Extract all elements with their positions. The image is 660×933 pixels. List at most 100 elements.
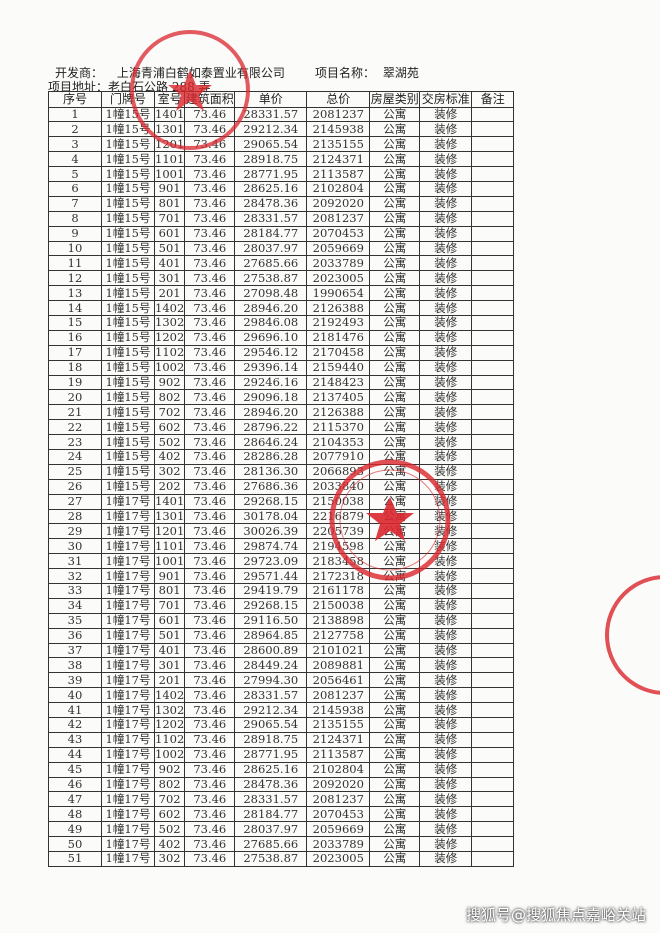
table-row: 15 1幢15号 1302 73.46 29846.08 2192493 公寓 装修 — [48, 314, 515, 331]
table-cell: 公寓 — [369, 166, 421, 182]
table-cell: 公寓 — [369, 553, 421, 570]
table-cell: 1幢17号 — [101, 717, 155, 733]
table-cell: 28037.97 — [234, 240, 308, 257]
table-cell: 公寓 — [369, 404, 421, 421]
table-cell: 1002 — [153, 746, 186, 763]
table-cell: 1幢17号 — [101, 791, 155, 808]
table-cell: 1幢15号 — [101, 359, 155, 376]
table-cell — [471, 106, 515, 123]
table-cell — [471, 761, 515, 778]
table-cell — [471, 374, 515, 391]
table-cell: 1幢15号 — [101, 314, 155, 331]
table-cell: 28946.20 — [234, 404, 308, 421]
table-row: 41 1幢17号 1302 73.46 29212.34 2145938 公寓 装修 — [48, 702, 515, 719]
table-cell: 装修 — [419, 195, 473, 212]
table-cell: 1401 — [153, 493, 186, 510]
table-cell: 13 — [48, 285, 102, 302]
table-cell: 装修 — [419, 300, 473, 316]
table-body: 1 1幢15号 1401 73.46 28331.57 2081237 公寓 装修 2 1幢15号… — [48, 106, 515, 867]
table-cell: 2101021 — [306, 642, 371, 659]
table-cell: 装修 — [419, 463, 473, 480]
table-cell: 801 — [153, 195, 186, 212]
table-cell: 2127758 — [306, 627, 371, 644]
table-cell — [471, 314, 515, 331]
table-cell: 28037.97 — [234, 821, 308, 838]
table-cell: 公寓 — [369, 389, 421, 406]
table-cell: 32 — [48, 568, 102, 584]
table-cell: 28918.75 — [234, 731, 308, 748]
table-cell — [471, 240, 515, 257]
table-cell — [471, 672, 515, 689]
table-cell: 装修 — [419, 106, 473, 123]
table-cell: 2170458 — [306, 344, 371, 361]
table-row: 39 1幢17号 201 73.46 27994.30 2056461 公寓 装修 — [48, 672, 515, 689]
table-cell: 2113587 — [306, 746, 371, 763]
table-cell: 2113587 — [306, 166, 371, 182]
table-cell: 28184.77 — [234, 225, 308, 242]
table-cell: 73.46 — [184, 821, 236, 838]
table-cell — [471, 523, 515, 540]
table-cell: 2081237 — [306, 791, 371, 808]
table-row: 22 1幢15号 602 73.46 28796.22 2115370 公寓 装修 — [48, 419, 515, 436]
table-cell: 1101 — [153, 538, 186, 555]
table-cell: 1幢15号 — [101, 270, 155, 287]
table-cell: 73.46 — [184, 434, 236, 450]
table-cell: 1101 — [153, 151, 186, 168]
table-cell: 31 — [48, 553, 102, 570]
table-cell: 29096.18 — [234, 389, 308, 406]
table-cell: 17 — [48, 344, 102, 361]
table-cell: 73.46 — [184, 121, 236, 138]
table-cell: 2124371 — [306, 731, 371, 748]
table-cell: 公寓 — [369, 508, 421, 525]
table-cell: 装修 — [419, 657, 473, 674]
table-cell: 2070453 — [306, 225, 371, 242]
table-cell: 装修 — [419, 851, 473, 867]
table-cell: 2092020 — [306, 776, 371, 793]
table-cell: 29065.54 — [234, 717, 308, 733]
table-cell: 1幢15号 — [101, 106, 155, 123]
table-cell: 装修 — [419, 717, 473, 733]
table-cell: 公寓 — [369, 374, 421, 391]
table-cell: 1202 — [153, 717, 186, 733]
table-cell: 公寓 — [369, 493, 421, 510]
table-cell: 29246.16 — [234, 374, 308, 391]
table-cell — [471, 448, 515, 465]
table-cell: 28796.22 — [234, 419, 308, 436]
table-cell: 28136.30 — [234, 463, 308, 480]
table-cell: 装修 — [419, 702, 473, 719]
table-cell: 2081237 — [306, 210, 371, 227]
table-cell: 2126388 — [306, 300, 371, 316]
table-cell: 29546.12 — [234, 344, 308, 361]
table-cell: 公寓 — [369, 419, 421, 436]
table-cell: 1001 — [153, 553, 186, 570]
table-cell: 装修 — [419, 776, 473, 793]
table-cell: 公寓 — [369, 255, 421, 272]
table-cell: 301 — [153, 657, 186, 674]
table-cell — [471, 627, 515, 644]
table-cell: 1幢15号 — [101, 329, 155, 346]
table-cell: 1幢15号 — [101, 151, 155, 168]
table-cell — [471, 821, 515, 838]
table-cell: 1幢15号 — [101, 389, 155, 406]
table-cell: 73.46 — [184, 419, 236, 436]
table-cell: 41 — [48, 702, 102, 719]
table-row: 9 1幢15号 601 73.46 28184.77 2070453 公寓 装修 — [48, 225, 515, 242]
table-cell: 602 — [153, 806, 186, 823]
watermark: 搜狐号@搜狐焦点嘉峪关站 — [465, 906, 646, 924]
table-cell: 装修 — [419, 672, 473, 689]
table-cell: 2056461 — [306, 672, 371, 689]
table-cell: 2023005 — [306, 270, 371, 287]
table-cell: 公寓 — [369, 776, 421, 793]
table-cell: 2092020 — [306, 195, 371, 212]
table-cell: 18 — [48, 359, 102, 376]
table-cell: 33 — [48, 583, 102, 599]
table-cell: 73.46 — [184, 136, 236, 153]
table-cell: 9 — [48, 225, 102, 242]
table-cell: 3 — [48, 136, 102, 153]
table-cell: 2124371 — [306, 151, 371, 168]
table-cell: 1幢15号 — [101, 478, 155, 495]
table-cell: 装修 — [419, 687, 473, 704]
table-cell: 1幢17号 — [101, 523, 155, 540]
table-cell: 装修 — [419, 836, 473, 853]
table-cell: 2126388 — [306, 404, 371, 421]
